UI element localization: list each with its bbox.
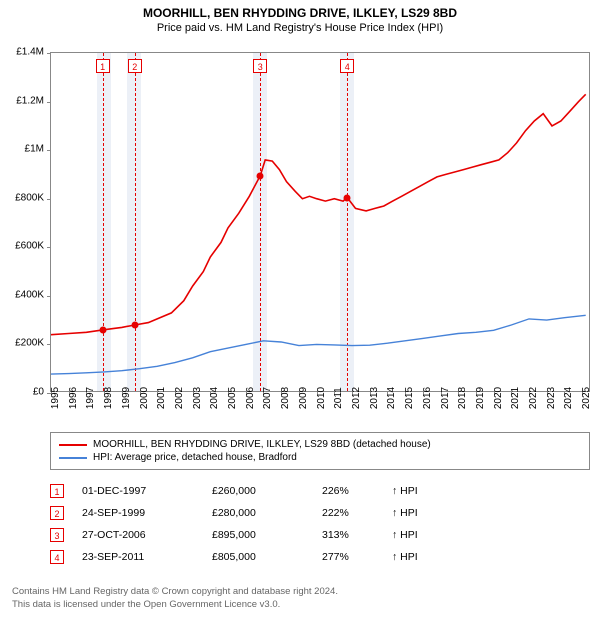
y-axis-label: £0: [33, 387, 44, 398]
x-axis-label: 2019: [475, 387, 486, 409]
sale-number-box: 4: [50, 550, 64, 564]
sale-number-box: 1: [50, 484, 64, 498]
x-axis-label: 2020: [493, 387, 504, 409]
title-block: MOORHILL, BEN RHYDDING DRIVE, ILKLEY, LS…: [0, 0, 600, 36]
x-axis-label: 2016: [422, 387, 433, 409]
legend-swatch: [59, 457, 87, 459]
x-axis-label: 2017: [440, 387, 451, 409]
footer-line: Contains HM Land Registry data © Crown c…: [12, 586, 338, 599]
y-axis-label: £1.2M: [16, 95, 44, 106]
y-axis-label: £800K: [15, 192, 44, 203]
legend-item: HPI: Average price, detached house, Brad…: [59, 451, 581, 464]
x-axis-label: 1997: [85, 387, 96, 409]
x-axis-label: 2005: [227, 387, 238, 409]
sale-marker-dot: [131, 322, 138, 329]
plot-svg: [51, 53, 591, 393]
sale-marker-box: 3: [253, 59, 267, 73]
x-axis-label: 2021: [510, 387, 521, 409]
x-axis-label: 2004: [209, 387, 220, 409]
y-axis-label: £1M: [25, 144, 44, 155]
x-axis-label: 2003: [192, 387, 203, 409]
x-axis-label: 2008: [280, 387, 291, 409]
x-axis-label: 2001: [156, 387, 167, 409]
sale-marker-dot: [344, 194, 351, 201]
sale-marker-box: 4: [340, 59, 354, 73]
sale-pct: 222%: [322, 507, 392, 519]
x-axis-label: 2022: [528, 387, 539, 409]
x-axis-label: 2006: [245, 387, 256, 409]
chart-title: MOORHILL, BEN RHYDDING DRIVE, ILKLEY, LS…: [0, 6, 600, 20]
x-axis-label: 2007: [262, 387, 273, 409]
chart-area: 1234 £0£200K£400K£600K£800K£1M£1.2M£1.4M…: [50, 52, 590, 392]
sale-date: 27-OCT-2006: [82, 529, 212, 541]
chart-subtitle: Price paid vs. HM Land Registry's House …: [0, 22, 600, 34]
x-axis-label: 2010: [316, 387, 327, 409]
sales-row: 4 23-SEP-2011£805,000277%↑ HPI: [50, 546, 418, 568]
sale-number-box: 2: [50, 506, 64, 520]
sale-pct: 277%: [322, 551, 392, 563]
x-axis-label: 2015: [404, 387, 415, 409]
sale-pct: 313%: [322, 529, 392, 541]
sales-row: 3 27-OCT-2006£895,000313%↑ HPI: [50, 524, 418, 546]
sale-suffix: ↑ HPI: [392, 529, 418, 541]
sale-suffix: ↑ HPI: [392, 507, 418, 519]
x-axis-label: 2023: [546, 387, 557, 409]
sale-marker-dot: [257, 172, 264, 179]
x-axis-label: 2000: [139, 387, 150, 409]
x-axis-label: 1998: [103, 387, 114, 409]
sale-price: £895,000: [212, 529, 322, 541]
sale-price: £260,000: [212, 485, 322, 497]
sale-marker-box: 1: [96, 59, 110, 73]
x-axis-label: 2013: [369, 387, 380, 409]
plot-region: 1 2 3 4: [50, 52, 590, 392]
x-axis-label: 1995: [50, 387, 61, 409]
footer-line: This data is licensed under the Open Gov…: [12, 599, 338, 612]
x-axis-label: 2024: [563, 387, 574, 409]
sale-suffix: ↑ HPI: [392, 551, 418, 563]
x-axis-label: 1999: [121, 387, 132, 409]
sales-table: 101-DEC-1997£260,000226%↑ HPI224-SEP-199…: [50, 480, 418, 568]
sale-marker-dot: [99, 326, 106, 333]
sale-suffix: ↑ HPI: [392, 485, 418, 497]
sale-date: 24-SEP-1999: [82, 507, 212, 519]
x-axis-label: 2011: [333, 387, 344, 409]
legend: MOORHILL, BEN RHYDDING DRIVE, ILKLEY, LS…: [50, 432, 590, 470]
sales-row: 2 24-SEP-1999£280,000222%↑ HPI: [50, 502, 418, 524]
sale-date: 23-SEP-2011: [82, 551, 212, 563]
sales-row: 1 01-DEC-1997£260,000226%↑ HPI: [50, 480, 418, 502]
sale-price: £805,000: [212, 551, 322, 563]
legend-label: HPI: Average price, detached house, Brad…: [93, 452, 297, 463]
sale-date: 01-DEC-1997: [82, 485, 212, 497]
x-axis-label: 2009: [298, 387, 309, 409]
legend-swatch: [59, 444, 87, 446]
x-axis-label: 2014: [386, 387, 397, 409]
sale-number-box: 3: [50, 528, 64, 542]
x-axis-label: 2002: [174, 387, 185, 409]
y-axis-label: £400K: [15, 289, 44, 300]
series-line: [51, 94, 586, 334]
sale-marker-box: 2: [128, 59, 142, 73]
legend-item: MOORHILL, BEN RHYDDING DRIVE, ILKLEY, LS…: [59, 438, 581, 451]
legend-label: MOORHILL, BEN RHYDDING DRIVE, ILKLEY, LS…: [93, 439, 431, 450]
y-axis-label: £1.4M: [16, 47, 44, 58]
sale-price: £280,000: [212, 507, 322, 519]
footer: Contains HM Land Registry data © Crown c…: [12, 586, 338, 612]
x-axis-label: 2018: [457, 387, 468, 409]
x-axis-label: 2012: [351, 387, 362, 409]
x-axis-label: 2025: [581, 387, 592, 409]
y-axis-label: £200K: [15, 338, 44, 349]
y-axis-label: £600K: [15, 241, 44, 252]
x-axis-label: 1996: [68, 387, 79, 409]
chart-container: MOORHILL, BEN RHYDDING DRIVE, ILKLEY, LS…: [0, 0, 600, 620]
sale-pct: 226%: [322, 485, 392, 497]
